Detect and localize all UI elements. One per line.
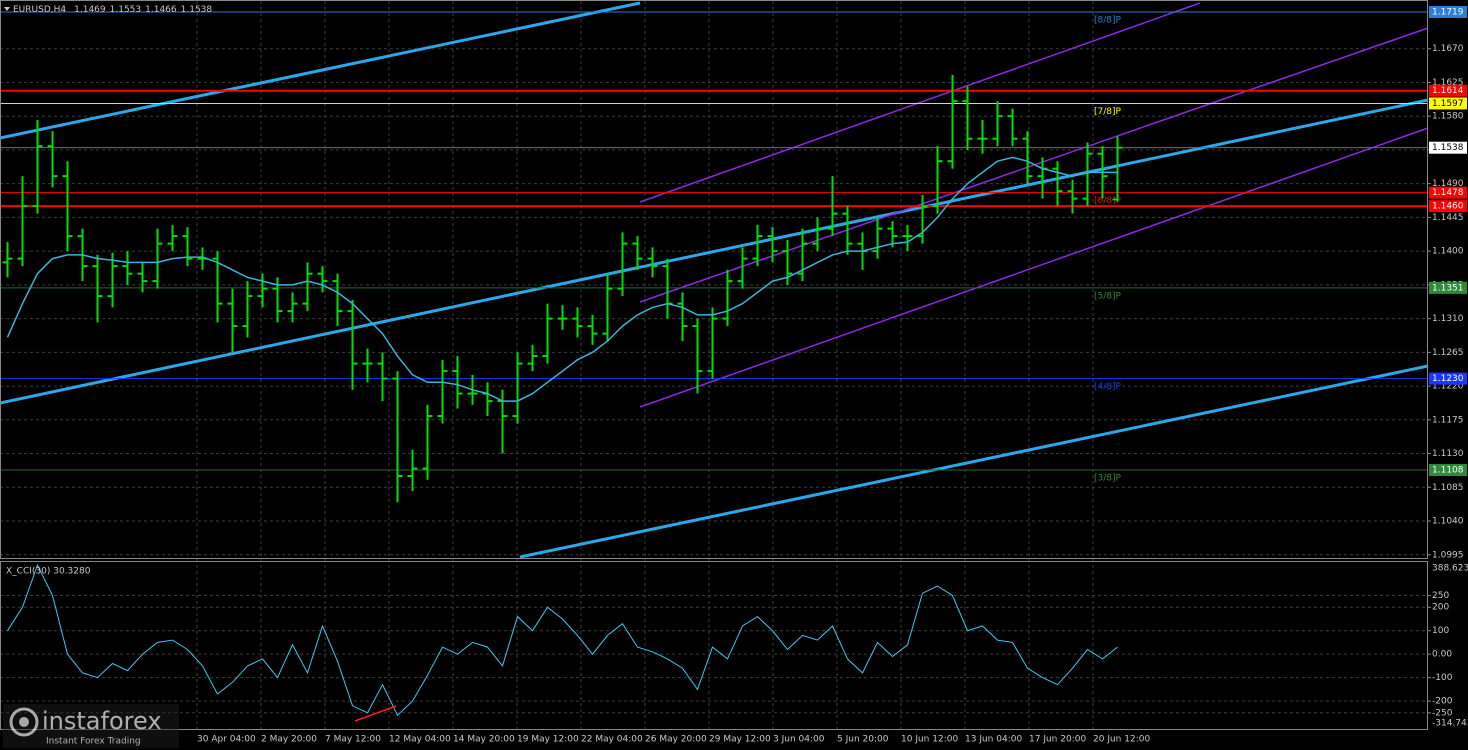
price-label: 1.1597 [1432, 99, 1464, 109]
cci-line [7, 563, 1118, 717]
y-limit-label: 388.6237 [1432, 564, 1468, 574]
x-tick-label: 17 Jun 20:00 [1029, 735, 1086, 745]
plot [2, 74, 1123, 717]
watermark-tagline: Instant Forex Trading [46, 737, 141, 747]
main-frame [0, 0, 1428, 559]
price-label: 1.1478 [1432, 188, 1464, 198]
y-limit-label: -314.7434 [1432, 719, 1468, 729]
price-box [1429, 281, 1467, 294]
y-tick-label: 1.1175 [1432, 415, 1464, 425]
price-box [1429, 5, 1467, 18]
x-tick-label: 20 Jun 12:00 [1093, 735, 1150, 745]
channel-line [639, 2, 1201, 203]
y-tick-label: 1.1670 [1432, 44, 1464, 54]
price-box [1429, 372, 1467, 385]
trend-line [0, 1, 641, 140]
y-tick-label: -250 [1432, 708, 1453, 718]
x-tick-label: 26 May 20:00 [645, 735, 707, 745]
y-tick-label: 1.1445 [1432, 213, 1464, 223]
x-tick-label: 12 May 04:00 [389, 735, 451, 745]
price-label: 1.1719 [1432, 7, 1464, 17]
murrey-label: [8/8]P [1094, 15, 1122, 25]
divergence-line [354, 705, 397, 722]
x-tick-label: 19 May 12:00 [517, 735, 579, 745]
x-tick-label: 14 May 20:00 [453, 735, 515, 745]
cci-frame [0, 561, 1428, 730]
price-label: 1.1108 [1432, 466, 1464, 476]
cci-title: X_CCI(30) 30.3280 [6, 567, 91, 577]
price-label: 1.1230 [1432, 374, 1464, 384]
header-item: 1.1538 [181, 5, 213, 15]
y-tick-label: 1.0995 [1432, 550, 1464, 560]
levels: [8/8]P [7/8]P [6/8]P [5/8]P [4/8]P [3/8]P [0, 11, 1428, 484]
price-label: 1.1538 [1432, 143, 1464, 153]
y-tick-label: 1.1310 [1432, 314, 1464, 324]
header-item: 1.1466 [145, 5, 177, 15]
price-box [1429, 186, 1467, 199]
grid [0, 1, 1428, 729]
watermark: instaforex Instant Forex Trading [3, 704, 179, 748]
trend-lines [0, 1, 1429, 559]
price-box [1429, 84, 1467, 97]
murrey-label: [7/8]P [1094, 107, 1122, 117]
y-tick-label: 1.1085 [1432, 483, 1464, 493]
x-tick-label: 5 Jun 20:00 [837, 735, 889, 745]
logo-icon [19, 717, 29, 727]
header-item: 1.1469 [74, 5, 106, 15]
x-tick-label: 13 Jun 04:00 [965, 735, 1022, 745]
price-box [1429, 141, 1467, 154]
x-tick-label: 30 Apr 04:00 [197, 735, 256, 745]
menu-arrow[interactable] [4, 7, 10, 11]
price-label: 1.1460 [1432, 202, 1464, 212]
y-tick-label: 1.1625 [1432, 78, 1464, 88]
y-tick-label: 1.1220 [1432, 382, 1464, 392]
y-tick-label: -200 [1432, 697, 1453, 707]
y-tick-label: 200 [1432, 603, 1449, 613]
y-tick-label: 1.1265 [1432, 348, 1464, 358]
y-tick-label: 1.1130 [1432, 449, 1464, 459]
x-tick-label: 22 May 04:00 [581, 735, 643, 745]
trend-line [519, 364, 1429, 559]
x-tick-label: 29 May 12:00 [709, 735, 771, 745]
murrey-label: [3/8]P [1094, 474, 1122, 484]
x-tick-label: 10 Jun 12:00 [901, 735, 958, 745]
price-label: 1.1614 [1432, 86, 1464, 96]
y-tick-label: -100 [1432, 673, 1453, 683]
header-item: 1.1553 [110, 5, 142, 15]
x-tick-label: 7 May 12:00 [325, 735, 381, 745]
channel-line [639, 127, 1429, 408]
y-tick-label: 1.1040 [1432, 517, 1464, 527]
y-tick-label: 250 [1432, 591, 1449, 601]
y-tick-label: 1.1490 [1432, 179, 1464, 189]
header-item: EURUSD,H4 [13, 5, 66, 15]
price-label: 1.1351 [1432, 283, 1464, 293]
logo-icon [9, 707, 39, 737]
price-box [1429, 200, 1467, 213]
price-box [1429, 97, 1467, 110]
watermark-brand: instaforex [42, 707, 162, 735]
y-tick-label: 1.1580 [1432, 112, 1464, 122]
price-box [1429, 464, 1467, 477]
trend-line [0, 98, 1429, 405]
axes: 1.09951.10401.10851.11301.11751.12201.12… [197, 5, 1468, 745]
y-tick-label: 100 [1432, 626, 1449, 636]
chart-header: EURUSD,H4 1.1469 1.1553 1.1466 1.1538 [13, 5, 212, 15]
y-tick-label: 0.00 [1432, 650, 1452, 660]
x-tick-label: 3 Jun 04:00 [773, 735, 825, 745]
x-tick-label: 2 May 20:00 [261, 735, 317, 745]
murrey-label: [6/8]P [1094, 196, 1122, 206]
y-tick-label: 1.1400 [1432, 247, 1464, 257]
murrey-label: [5/8]P [1094, 291, 1122, 301]
moving-average [6, 156, 1118, 402]
murrey-label: [4/8]P [1094, 382, 1122, 392]
